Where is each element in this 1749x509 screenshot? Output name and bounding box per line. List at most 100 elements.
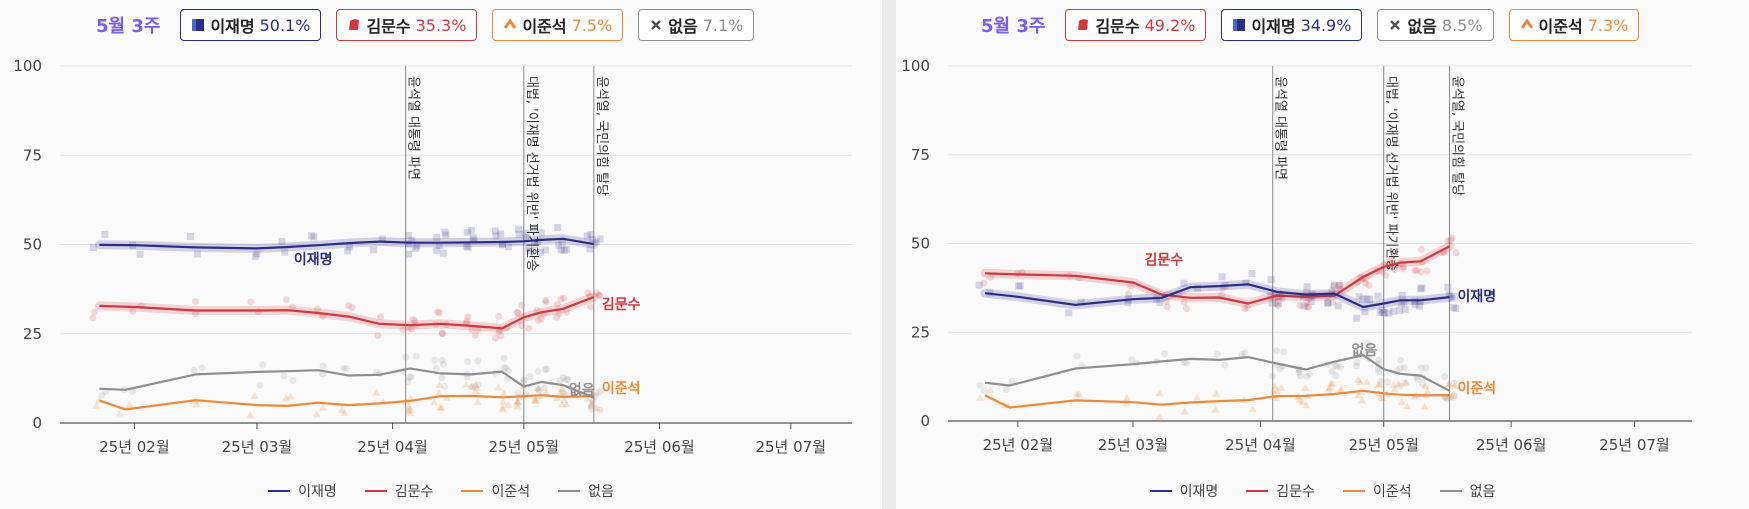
event-label: 윤석열 대통령 파면 <box>406 76 421 180</box>
poll-sample-marker <box>560 246 568 254</box>
poll-sample-marker <box>534 367 542 375</box>
poll-sample-marker <box>1354 390 1363 398</box>
poll-sample-marker <box>1242 279 1250 287</box>
poll-sample-marker <box>543 365 551 373</box>
x-tick-label: 25년 02월 <box>983 436 1054 454</box>
event-label: 윤석열 대통령 파면 <box>1273 76 1288 180</box>
poll-sample-marker <box>1397 299 1405 307</box>
poll-sample-marker <box>1008 377 1016 385</box>
poll-sample-marker <box>1352 362 1360 370</box>
poll-sample-marker <box>129 307 137 315</box>
poll-sample-marker <box>1015 282 1023 290</box>
poll-sample-marker <box>430 398 439 406</box>
poll-sample-marker <box>431 356 439 364</box>
poll-sample-marker <box>372 388 381 396</box>
legend-item[interactable]: 이재명 <box>268 481 337 501</box>
series-line <box>984 354 1451 392</box>
legend-item[interactable]: 이준석 <box>461 481 530 501</box>
series-end-label: 이준석 <box>1457 380 1496 397</box>
candidate-badge[interactable]: 없음 7.1% <box>638 9 755 41</box>
poll-sample-marker <box>435 380 444 388</box>
poll-sample-marker <box>282 394 291 402</box>
poll-sample-marker <box>1326 379 1335 387</box>
x-tick-label: 25년 02월 <box>99 438 170 456</box>
event-label: 대법, '이재명 선거법 위반' 파기환송 <box>524 76 539 271</box>
poll-sample-marker <box>976 381 984 389</box>
legend-label: 이재명 <box>1179 484 1219 500</box>
poll-sample-marker <box>442 393 451 401</box>
poll-sample-marker <box>987 273 995 281</box>
poll-sample-marker <box>556 388 565 396</box>
poll-sample-marker <box>1267 276 1275 284</box>
poll-sample-marker <box>319 362 327 370</box>
poll-sample-marker <box>1161 350 1169 358</box>
legend-label: 이준석 <box>491 484 531 500</box>
candidate-badge[interactable]: 김문수 35.3% <box>336 9 478 41</box>
poll-sample-marker <box>975 281 983 289</box>
event-label: 윤석열, 국민의힘 탈당 <box>594 76 609 196</box>
none-cross-icon <box>649 18 663 32</box>
chart-legend: 이재명 김문수 이준석 없음 <box>896 479 1749 503</box>
poll-sample-marker <box>500 354 508 362</box>
poll-sample-marker <box>514 389 522 397</box>
candidate-badge[interactable]: 이재명 50.1% <box>180 9 322 41</box>
legend-item[interactable]: 김문수 <box>1246 481 1315 501</box>
poll-sample-marker <box>1390 250 1398 258</box>
poll-sample-marker <box>1359 295 1367 303</box>
poll-sample-marker <box>191 310 199 318</box>
poll-sample-marker <box>433 308 441 316</box>
poll-sample-marker <box>433 233 441 241</box>
candidate-badge[interactable]: 김문수 49.2% <box>1065 9 1207 41</box>
poll-sample-marker <box>441 228 449 236</box>
candidate-percentage: 8.5% <box>1441 15 1483 35</box>
poll-sample-marker <box>1296 372 1304 380</box>
poll-sample-marker <box>1411 267 1419 275</box>
x-tick-label: 25년 05월 <box>1348 436 1419 454</box>
poll-sample-marker <box>1374 381 1383 389</box>
poll-sample-marker <box>583 232 591 240</box>
legend-item[interactable]: 이준석 <box>1342 481 1412 501</box>
poll-sample-marker <box>587 405 595 413</box>
legend-item[interactable]: 이재명 <box>1149 481 1219 501</box>
poll-sample-marker <box>1335 281 1343 289</box>
candidate-badge[interactable]: 이재명 34.9% <box>1221 9 1363 41</box>
candidate-badge[interactable]: 없음 8.5% <box>1377 9 1494 41</box>
poll-sample-marker <box>464 243 472 251</box>
poll-sample-marker <box>432 364 440 372</box>
poll-sample-marker <box>563 375 571 383</box>
poll-sample-marker <box>1016 282 1024 290</box>
poll-sample-marker <box>560 294 568 302</box>
poll-sample-marker <box>1452 249 1460 257</box>
poll-sample-marker <box>1419 380 1427 388</box>
legend-swatch <box>1149 490 1172 492</box>
candidate-name: 이재명 <box>210 17 255 36</box>
series-line <box>99 295 595 330</box>
poll-sample-marker <box>289 376 297 384</box>
poll-sample-marker <box>1301 384 1310 392</box>
poll-sample-marker <box>1376 393 1385 401</box>
poll-sample-marker <box>435 241 443 249</box>
legend-item[interactable]: 없음 <box>558 481 614 501</box>
poll-sample-marker <box>313 305 321 313</box>
poll-sample-marker <box>534 316 542 324</box>
candidate-badge[interactable]: 이준석 7.3% <box>1508 9 1640 41</box>
legend-item[interactable]: 김문수 <box>364 481 433 501</box>
poll-sample-marker <box>198 364 206 372</box>
poll-sample-marker <box>531 241 539 249</box>
poll-sample-marker <box>1384 378 1392 386</box>
poll-sample-marker <box>588 235 596 243</box>
y-tick-label: 50 <box>23 236 42 254</box>
poll-sample-marker <box>1448 234 1456 242</box>
poll-sample-marker <box>1002 385 1010 393</box>
poll-sample-marker <box>345 302 353 310</box>
poll-sample-marker <box>1423 267 1431 275</box>
poll-sample-marker <box>346 243 354 251</box>
poll-sample-marker <box>405 402 414 410</box>
legend-item[interactable]: 없음 <box>1439 481 1495 501</box>
poll-sample-marker <box>256 381 264 389</box>
poll-sample-marker <box>1402 378 1411 386</box>
poll-trend-chart: 0 25 50 75 100 25년 02월 25년 03월 25년 04월 25년 05월 25… <box>13 57 852 456</box>
series-end-label: 이재명 <box>294 251 333 268</box>
y-tick-label: 0 <box>32 414 42 432</box>
candidate-badge[interactable]: 이준석 7.5% <box>492 9 624 41</box>
